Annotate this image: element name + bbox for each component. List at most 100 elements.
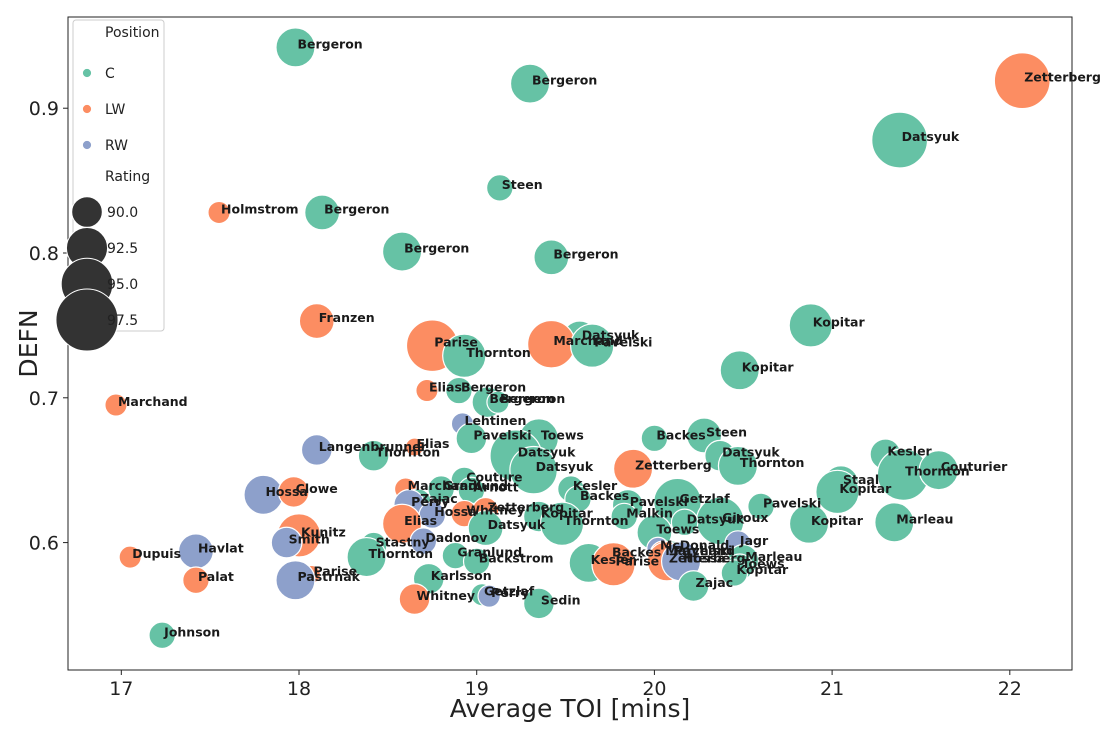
- point-label: Clowe: [296, 481, 338, 496]
- point-label: Toews: [656, 521, 699, 536]
- data-point: [509, 63, 551, 104]
- point-label: Marchand: [408, 478, 478, 493]
- point-label: Havlat: [198, 540, 244, 555]
- point-label: Datsyuk: [536, 459, 594, 474]
- point-label: Hossa: [265, 484, 307, 499]
- data-point: [346, 536, 387, 578]
- x-tick-label: 18: [287, 678, 311, 700]
- data-point: [788, 503, 830, 544]
- point-label: Backes: [612, 545, 661, 560]
- point-label: Pavelski: [473, 427, 531, 442]
- point-label: Zetterberg: [669, 550, 746, 565]
- point-label: Zetterberg: [488, 500, 565, 515]
- x-tick-label: 22: [998, 678, 1022, 700]
- data-point: [640, 424, 669, 453]
- point-label: Smith: [289, 532, 330, 547]
- x-tick-label: 20: [642, 678, 666, 700]
- data-point: [467, 510, 504, 547]
- y-tick-label: 0.9: [29, 98, 59, 120]
- point-label: Thornton: [905, 464, 970, 479]
- point-label: Datsyuk: [687, 511, 745, 526]
- point-label: Whitney: [466, 503, 524, 518]
- legend-size-marker: [55, 288, 119, 352]
- data-point: [918, 450, 959, 491]
- y-tick-label: 0.6: [29, 533, 59, 555]
- data-point: [462, 547, 491, 576]
- legend: Position C LW RW Rating 90.0 92.5 95.0 97.5: [55, 19, 165, 352]
- y-axis-label: DEFN: [14, 309, 43, 377]
- point-label: Hossa: [683, 550, 725, 565]
- point-label: Johnson: [163, 624, 220, 639]
- point-label: Zajac: [420, 491, 458, 506]
- point-label: Couturier: [941, 459, 1008, 474]
- point-label: Pavelski: [594, 335, 652, 350]
- legend-size-label: 95.0: [107, 277, 138, 293]
- data-point: [381, 503, 423, 544]
- point-label: Holmstrom: [221, 201, 299, 216]
- x-tick-label: 21: [820, 678, 844, 700]
- data-point: [415, 378, 439, 403]
- data-point: [612, 448, 654, 489]
- x-axis-label: Average TOI [mins]: [450, 694, 691, 723]
- point-label: Bergeron: [404, 241, 469, 256]
- point-label: Elias: [417, 436, 450, 451]
- point-label: Toews: [742, 556, 785, 571]
- data-point: [300, 434, 333, 466]
- point-label: Franzen: [319, 310, 375, 325]
- data-point: [523, 587, 555, 620]
- data-point: [747, 492, 775, 521]
- point-label: Marleau: [896, 511, 953, 526]
- point-label: Datsyuk: [518, 445, 576, 460]
- point-label: Bergeron: [489, 391, 554, 406]
- data-point: [670, 508, 699, 537]
- point-label: Steen: [502, 177, 543, 192]
- data-point: [381, 231, 423, 272]
- data-point: [277, 476, 310, 508]
- point-label: Granlund: [443, 478, 508, 493]
- point-label: Whitney: [417, 588, 475, 603]
- point-label: Datsyuk: [902, 129, 960, 144]
- point-label: Toews: [541, 427, 584, 442]
- point-label: Bergeron: [553, 246, 618, 261]
- point-label: Bergeron: [461, 380, 526, 395]
- point-label: Kopitar: [541, 506, 594, 521]
- point-label: Perry: [491, 585, 529, 600]
- point-label: Zajac: [696, 575, 734, 590]
- point-label: Getzlaf: [680, 491, 731, 506]
- data-point: [445, 376, 473, 405]
- data-point: [509, 445, 558, 495]
- point-label: Thornton: [740, 455, 805, 470]
- point-label: Couture: [466, 469, 522, 484]
- data-point: [270, 526, 303, 559]
- data-point: [207, 200, 231, 225]
- legend-label: LW: [105, 102, 126, 118]
- point-label: Zetterberg: [1024, 70, 1101, 85]
- legend-size-marker: [71, 196, 103, 228]
- legend-label: RW: [105, 138, 128, 154]
- data-point: [874, 502, 915, 543]
- data-point: [477, 584, 501, 608]
- data-point: [486, 174, 514, 202]
- point-label: Bergeron: [532, 73, 597, 88]
- data-point: [486, 390, 510, 414]
- point-label: McDonald: [660, 537, 729, 552]
- point-label: Kopitar: [811, 513, 864, 528]
- data-point: [720, 559, 749, 587]
- point-label: Parise: [434, 335, 478, 350]
- legend-marker: [82, 68, 92, 78]
- point-label: Datsyuk: [722, 445, 780, 460]
- y-tick-label: 0.7: [29, 388, 59, 410]
- point-label: Marchand: [118, 394, 188, 409]
- data-point: [442, 333, 487, 379]
- point-label: Thornton: [564, 513, 629, 528]
- point-label: Elias: [429, 380, 462, 395]
- legend-size-label: 97.5: [107, 313, 138, 329]
- point-label: Sedin: [541, 592, 581, 607]
- data-point: [533, 239, 570, 276]
- point-label: Thornton: [369, 546, 434, 561]
- point-label: Pastrnak: [297, 569, 360, 584]
- point-label: Marchand: [665, 543, 735, 558]
- data-point: [570, 323, 615, 368]
- data-point: [871, 111, 929, 169]
